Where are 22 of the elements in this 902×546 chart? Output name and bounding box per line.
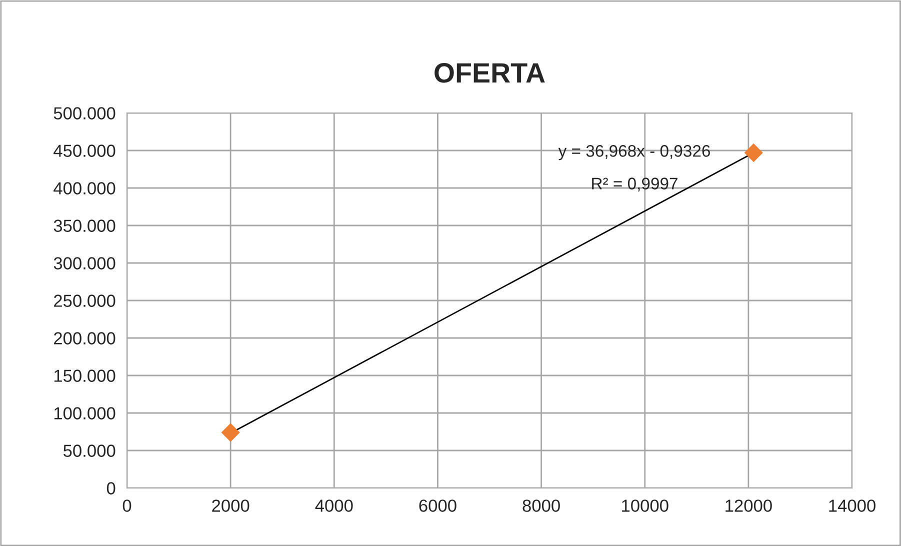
x-tick-label: 14000 — [829, 500, 876, 512]
x-tick-label: 0 — [122, 500, 132, 512]
y-tick-label: 400.000 — [54, 182, 116, 194]
y-tick-label: 350.000 — [54, 220, 116, 232]
x-tick-label: 6000 — [419, 500, 456, 512]
y-tick-label: 200.000 — [54, 332, 116, 344]
y-tick-label: 450.000 — [54, 144, 116, 157]
x-tick-label: 4000 — [315, 500, 353, 512]
y-tick-label: 50.000 — [63, 444, 116, 457]
x-tick-label: 2000 — [212, 500, 250, 512]
x-tick-label: 12000 — [726, 500, 772, 512]
chart-title: OFERTA — [434, 63, 545, 83]
annotation: y = 36,968x - 0,9326 — [558, 145, 710, 160]
x-tick-label: 10000 — [622, 500, 668, 512]
y-tick-label: 500.000 — [54, 107, 116, 120]
y-tick-label: 300.000 — [54, 257, 116, 270]
annotation: R² = 0,9997 — [592, 178, 678, 192]
y-tick-label: 250.000 — [54, 294, 116, 307]
y-tick-label: 100.000 — [54, 407, 116, 420]
x-tick-label: 8000 — [522, 500, 560, 512]
y-tick-label: 0 — [106, 482, 116, 494]
y-tick-label: 150.000 — [54, 370, 116, 382]
